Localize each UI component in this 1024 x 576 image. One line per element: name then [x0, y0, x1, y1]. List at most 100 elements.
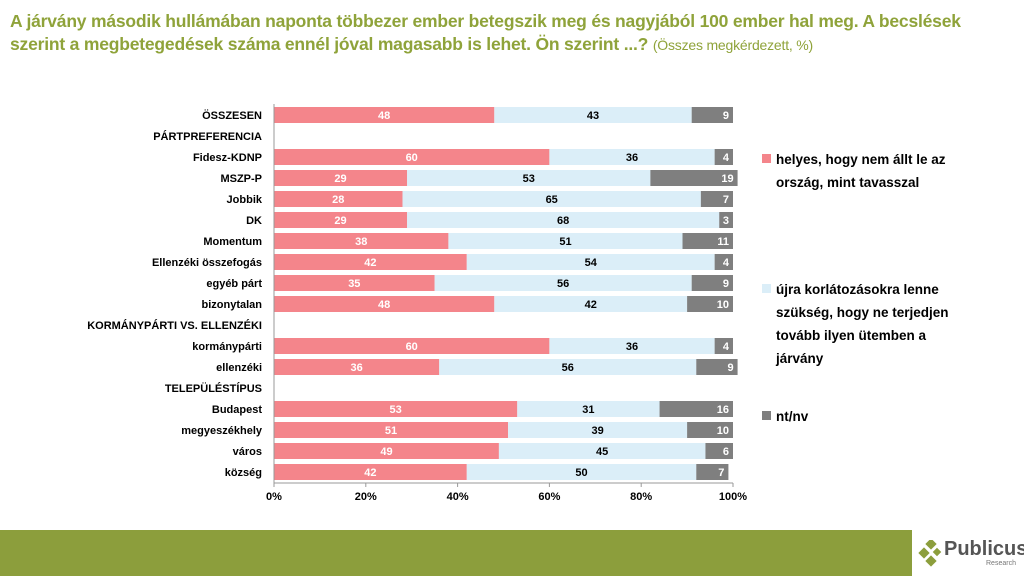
data-label: 19 [721, 173, 733, 185]
bar-segment [439, 359, 697, 375]
data-label: 31 [582, 404, 594, 416]
legend-swatch [762, 154, 771, 163]
legend-label: újra korlátozásokra lenne szükség, hogy … [776, 282, 949, 366]
bar-segment [466, 254, 715, 270]
bar-segment [682, 233, 733, 249]
data-label: 48 [378, 299, 390, 311]
data-label: 3 [723, 215, 729, 227]
bar-segment [448, 233, 683, 249]
legend-label: nt/nv [776, 409, 809, 424]
bar-segment [274, 212, 408, 228]
data-label: 36 [626, 152, 638, 164]
bar-segment [274, 464, 467, 480]
data-label: 42 [364, 257, 376, 269]
legend-item-1: helyes, hogy nem állt le az ország, mint… [762, 148, 982, 194]
category-label: egyéb párt [206, 278, 262, 290]
data-label: 60 [406, 152, 418, 164]
bar-segment [274, 107, 495, 123]
data-label: 36 [350, 362, 362, 374]
title-main: A járvány második hullámában naponta töb… [10, 11, 961, 54]
category-label: KORMÁNYPÁRTI VS. ELLENZÉKI [87, 319, 262, 332]
title-sub: (Összes megkérdezett, %) [652, 37, 813, 53]
bar-segment [274, 338, 550, 354]
bar-segment [700, 191, 733, 207]
bar-segment [691, 275, 733, 291]
data-label: 9 [723, 110, 729, 122]
x-tick-label: 60% [538, 491, 560, 503]
bar-segment [274, 149, 550, 165]
data-label: 56 [562, 362, 574, 374]
bar-segment [274, 233, 449, 249]
bar-segment [659, 401, 733, 417]
data-label: 4 [723, 257, 730, 269]
category-label: ellenzéki [216, 362, 262, 374]
legend-swatch [762, 411, 771, 420]
data-label: 10 [717, 425, 729, 437]
data-label: 49 [380, 446, 392, 458]
data-label: 45 [596, 446, 608, 458]
data-label: 9 [727, 362, 733, 374]
legend-label: helyes, hogy nem állt le az ország, mint… [776, 152, 946, 190]
data-label: 4 [723, 152, 730, 164]
category-label: PÁRTPREFERENCIA [153, 130, 262, 143]
bar-segment [696, 359, 738, 375]
bar-segment [508, 422, 688, 438]
category-label: megyeszékhely [181, 425, 263, 437]
bar-segment [714, 338, 733, 354]
bar-segment [274, 275, 435, 291]
category-label: Ellenzéki összefogás [152, 257, 262, 269]
bar-segment [274, 254, 467, 270]
data-label: 68 [557, 215, 569, 227]
data-label: 29 [334, 215, 346, 227]
x-tick-label: 100% [719, 491, 747, 503]
bar-segment [687, 422, 733, 438]
category-label: Budapest [212, 404, 262, 416]
category-label: ÖSSZESEN [202, 109, 262, 122]
data-label: 42 [585, 299, 597, 311]
data-label: 54 [585, 257, 598, 269]
bar-segment [274, 191, 403, 207]
category-label: Jobbik [227, 194, 263, 206]
category-label: MSZP-P [220, 173, 262, 185]
data-label: 51 [559, 236, 571, 248]
bar-segment [407, 212, 720, 228]
legend-item-2: újra korlátozásokra lenne szükség, hogy … [762, 278, 977, 370]
bar-segment [407, 170, 651, 186]
bar-segment [714, 149, 733, 165]
chart-title: A járvány második hullámában naponta töb… [10, 10, 1010, 57]
bar-segment [687, 296, 733, 312]
category-label: Fidesz-KDNP [193, 152, 262, 164]
x-tick-label: 80% [630, 491, 652, 503]
bar-segment [705, 443, 733, 459]
category-label: kormánypárti [192, 341, 262, 353]
data-label: 11 [717, 236, 729, 248]
bar-segment [274, 296, 495, 312]
bar-segment [434, 275, 692, 291]
data-label: 36 [626, 341, 638, 353]
bar-segment [274, 443, 499, 459]
bar-segment [650, 170, 738, 186]
data-label: 56 [557, 278, 569, 290]
data-label: 53 [390, 404, 402, 416]
data-label: 35 [348, 278, 360, 290]
footer-band [0, 530, 912, 576]
bar-segment [691, 107, 733, 123]
data-label: 9 [723, 278, 729, 290]
category-label: TELEPÜLÉSTÍPUS [165, 382, 262, 395]
x-tick-label: 20% [355, 491, 377, 503]
data-label: 38 [355, 236, 367, 248]
data-label: 6 [723, 446, 729, 458]
category-label: város [233, 446, 262, 458]
data-label: 7 [723, 194, 729, 206]
bar-segment [517, 401, 660, 417]
data-label: 48 [378, 110, 390, 122]
bar-segment [466, 464, 697, 480]
data-label: 51 [385, 425, 397, 437]
data-label: 53 [523, 173, 535, 185]
bar-segment [714, 254, 733, 270]
category-label: DK [246, 215, 262, 227]
data-label: 16 [717, 404, 729, 416]
bar-segment [274, 170, 408, 186]
category-label: község [225, 467, 262, 479]
data-label: 39 [591, 425, 603, 437]
